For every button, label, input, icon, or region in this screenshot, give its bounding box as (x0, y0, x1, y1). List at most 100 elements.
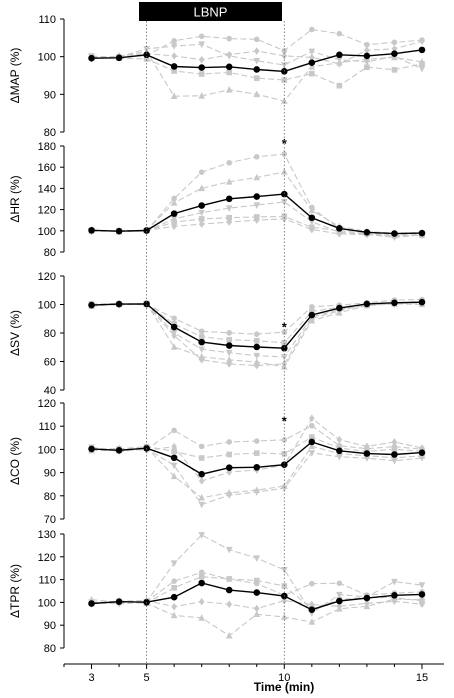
mean-data-point (198, 338, 205, 346)
x-tick-label: 10 (278, 672, 290, 684)
mean-data-point (418, 449, 426, 456)
mean-data-point (336, 225, 343, 232)
individual-data-point (391, 438, 398, 446)
individual-data-point (253, 361, 260, 370)
y-tick-label: 130 (38, 529, 56, 541)
individual-data-point (281, 329, 288, 335)
mean-data-point (198, 202, 205, 209)
individual-data-point (198, 334, 205, 340)
individual-data-point (364, 46, 370, 55)
y-tick-label: 120 (38, 398, 56, 410)
individual-data-point (309, 580, 315, 587)
individual-data-point (281, 451, 288, 457)
mean-data-point (308, 214, 316, 222)
panel-4: 70 80 90 100 110 120 ΔCO (%) * (8, 398, 426, 526)
mean-data-point (418, 46, 426, 54)
individual-data-point (419, 37, 425, 46)
mean-data-point (418, 591, 426, 598)
individual-data-point (281, 359, 288, 368)
individual-series-line (91, 425, 423, 451)
individual-data-point (198, 355, 205, 364)
individual-data-point (198, 614, 205, 621)
individual-data-point (308, 206, 316, 214)
mean-data-point (308, 59, 316, 66)
mean-data-point (391, 451, 398, 458)
y-tick-label: 70 (44, 514, 56, 526)
individual-data-point (308, 450, 316, 457)
significance-marker: * (282, 319, 288, 334)
individual-data-point (170, 343, 178, 350)
individual-data-point (364, 442, 370, 451)
individual-data-point (226, 576, 233, 582)
significance-marker: * (282, 136, 288, 151)
significance-marker: * (282, 414, 288, 429)
panels: 80 90 100 110 ΔMAP (%) 80 100 120 140 160 180 ΔHR (… (8, 14, 426, 655)
y-tick-label: 80 (44, 643, 56, 655)
individual-data-point (171, 442, 177, 451)
individual-data-point (198, 501, 205, 509)
mean-data-point (88, 600, 95, 607)
individual-data-point (171, 68, 177, 74)
individual-data-point (308, 48, 316, 56)
mean-data-point (336, 304, 343, 312)
mean-data-point (308, 606, 316, 613)
individual-data-point (281, 437, 288, 443)
y-tick-label: 100 (38, 226, 56, 238)
individual-data-point (281, 215, 288, 223)
individual-data-point (309, 434, 315, 440)
individual-data-point (309, 303, 315, 310)
individual-data-point (170, 462, 178, 470)
individual-data-point (419, 444, 425, 452)
x-tick-label: 3 (88, 672, 94, 684)
individual-data-point (253, 75, 260, 81)
individual-data-point (253, 90, 261, 98)
individual-data-point (391, 457, 398, 465)
individual-data-point (280, 199, 288, 206)
individual-data-point (198, 169, 205, 175)
panel-3: 40 60 80 100 120 ΔSV (%) * (8, 271, 426, 397)
individual-series-line (91, 571, 423, 604)
individual-data-point (253, 489, 261, 496)
individual-data-point (170, 611, 178, 619)
mean-data-point (198, 64, 205, 71)
individual-data-point (198, 220, 205, 228)
individual-data-point (198, 92, 205, 99)
mean-data-point (115, 598, 123, 606)
individual-data-point (198, 328, 205, 335)
individual-data-point (280, 168, 288, 175)
y-tick-label: 80 (44, 491, 56, 503)
mean-data-point (253, 589, 261, 596)
y-tick-label: 90 (44, 620, 56, 632)
mean-data-point (253, 343, 261, 351)
individual-data-point (171, 38, 177, 44)
individual-data-point (171, 315, 177, 322)
mean-data-point (391, 592, 398, 599)
individual-data-point (225, 178, 233, 185)
individual-data-point (171, 585, 177, 591)
individual-data-point (391, 578, 398, 586)
individual-data-point (309, 414, 315, 423)
individual-data-point (226, 214, 233, 221)
individual-data-point (309, 422, 315, 429)
individual-data-point (198, 71, 205, 77)
individual-data-point (226, 360, 233, 368)
mean-data-point (225, 63, 233, 71)
mean-data-point (336, 447, 343, 455)
individual-data-point (281, 339, 288, 346)
mean-data-point (336, 51, 343, 59)
individual-data-point (363, 455, 371, 463)
individual-data-point (171, 602, 177, 611)
y-tick-label: 110 (38, 575, 56, 587)
y-tick-label: 120 (38, 552, 56, 564)
mean-data-point (170, 323, 178, 331)
y-tick-label: 110 (38, 421, 56, 433)
mean-data-point (143, 227, 150, 234)
individual-data-point (336, 60, 343, 68)
individual-data-point (336, 82, 343, 89)
individual-data-point (391, 44, 398, 53)
individual-data-point (253, 352, 261, 360)
individual-data-point (253, 58, 261, 65)
mean-data-point (363, 450, 371, 457)
individual-data-point (198, 477, 205, 485)
mean-data-point (115, 227, 123, 235)
